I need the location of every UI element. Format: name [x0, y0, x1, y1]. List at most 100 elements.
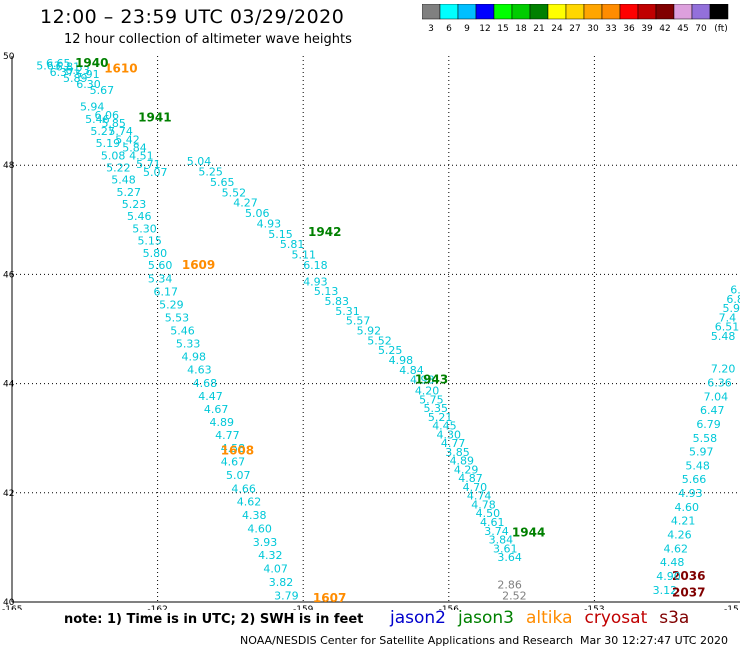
colorbar-tick-label: 12	[479, 24, 490, 34]
wave-height-value: 4.30	[437, 428, 462, 441]
wave-height-value: 5.63	[36, 60, 61, 73]
wave-height-value: 5.89	[63, 72, 88, 85]
wave-height-value: 4.58	[221, 442, 246, 455]
wave-height-value: 5.71	[136, 158, 161, 171]
wave-height-value: 5.23	[122, 198, 147, 211]
wave-height-value: 4.29	[454, 463, 479, 476]
colorbar-tick-label: 33	[605, 24, 616, 34]
wave-height-value: 5.15	[268, 228, 293, 241]
colorbar-tick-label: 39	[641, 24, 653, 34]
wave-height-value: 5.48	[685, 459, 710, 472]
pass-number-label: 1609	[182, 258, 215, 272]
x-tick-label: -15	[724, 605, 739, 610]
wave-height-value: 3.79	[274, 589, 299, 602]
wave-height-value: 4.26	[667, 529, 692, 542]
wave-height-value: 5.31	[335, 305, 360, 318]
wave-height-value: 3.82	[269, 576, 294, 589]
wave-height-value: 5.81	[280, 238, 305, 251]
wave-height-value: 6.23	[65, 64, 90, 77]
credit-timestamp: Mar 30 12:27:47 UTC 2020	[580, 634, 728, 647]
wave-height-value: 6.65	[46, 57, 70, 70]
x-tick-label: -153	[584, 605, 604, 610]
wave-height-value: 5.94	[80, 101, 105, 114]
wave-height-value: 5.46	[85, 113, 110, 126]
wave-height-value: 4.74	[467, 490, 492, 503]
pass-number-label: 1608	[221, 444, 254, 458]
colorbar-tick-label: 18	[515, 24, 527, 34]
wave-height-value: 5.19	[96, 137, 121, 150]
wave-height-value: 5.21	[428, 411, 453, 424]
wave-height-value: 4.68	[193, 377, 218, 390]
satellite-legend: jason2 jason3 altika cryosat s3a	[390, 608, 701, 628]
pass-number-label: 1943	[415, 373, 448, 387]
wave-height-value: 5.9	[723, 302, 740, 315]
wave-height-value: 5.66	[682, 473, 707, 486]
wave-height-value: 5.11	[292, 249, 317, 262]
pass-number-label: 1940	[75, 56, 108, 70]
wave-height-value: 5.35	[424, 402, 449, 415]
wave-height-value: 4.62	[664, 542, 689, 555]
wave-height-value: 5.34	[148, 273, 173, 286]
wave-height-value: 4.67	[221, 456, 246, 469]
wave-height-value: 5.58	[693, 432, 718, 445]
colorbar-tick-label: (ft)	[714, 24, 728, 34]
wave-height-value: 6.51	[715, 321, 740, 334]
legend-altika: altika	[526, 608, 573, 628]
wave-height-value: 4.93	[678, 487, 703, 500]
wave-height-value: 5.15	[137, 235, 162, 248]
colorbar-tick-label: 21	[533, 24, 544, 34]
wave-height-value: 3.12	[653, 584, 678, 597]
wave-height-plot: -165 -162 -159 -156 -153 -154042444648505.636…	[2, 52, 740, 610]
wave-height-value: 4.90	[656, 570, 681, 583]
wave-height-value: 4.20	[415, 385, 440, 398]
wave-height-value: 5.22	[106, 162, 131, 175]
wave-height-value: 4.45	[432, 420, 457, 433]
colorbar: 3 6 9 12 15 18 21 24 27 30 33 36 39 42 45 70 (ft)	[422, 4, 729, 34]
y-tick-label: 44	[3, 380, 15, 390]
wave-height-value: 4.21	[671, 515, 696, 528]
wave-height-value: 4.66	[231, 482, 256, 495]
legend-cryosat: cryosat	[584, 608, 648, 628]
colorbar-tick-label: 45	[677, 24, 688, 34]
colorbar-tick-label: 15	[497, 24, 508, 34]
credit-text: NOAA/NESDIS Center for Satellite Applica…	[240, 634, 574, 647]
wave-height-value: 4.38	[242, 509, 267, 522]
wave-height-value: 5.52	[367, 334, 392, 347]
wave-height-value: 4.27	[233, 197, 258, 210]
wave-height-value: 6.8	[730, 284, 740, 297]
footer-note: note: 1) Time is in UTC; 2) SWH is in fe…	[64, 612, 364, 627]
wave-height-value: 6.37	[50, 66, 75, 79]
wave-height-value: 4.60	[674, 501, 699, 514]
y-tick-label: 48	[3, 161, 15, 171]
pass-number-label: 1610	[104, 61, 137, 75]
wave-height-value: 5.08	[101, 149, 126, 162]
wave-height-value: 5.07	[226, 469, 251, 482]
wave-height-value: 4.93	[303, 275, 328, 288]
colorbar-tick-label: 6	[446, 24, 452, 34]
colorbar-tick-label: 9	[464, 24, 470, 34]
wave-height-value: 6.47	[700, 404, 725, 417]
legend-jason2: jason2	[390, 608, 446, 628]
colorbar-tick-label: 36	[623, 24, 635, 34]
x-tick-label: -162	[147, 605, 167, 610]
wave-height-value: 2.86	[497, 578, 522, 591]
pass-number-label: 1944	[512, 525, 545, 539]
colorbar-tick-label: 30	[587, 24, 599, 34]
wave-height-value: 4.84	[399, 364, 424, 377]
wave-height-value: 4.61	[480, 516, 505, 529]
wave-height-value: 5.74	[108, 125, 133, 138]
wave-height-value: 5.80	[143, 247, 168, 260]
wave-height-value: 5.48	[111, 174, 136, 187]
wave-height-value: 5.57	[346, 315, 371, 328]
wave-height-value: 7.4	[719, 311, 737, 324]
colorbar-tick-label: 70	[695, 24, 707, 34]
wave-height-value: 5.60	[148, 259, 173, 272]
wave-height-value: 4.98	[181, 351, 206, 364]
wave-height-value: 4.60	[247, 522, 271, 535]
wave-height-value: 6.79	[696, 418, 721, 431]
wave-height-value: 2.52	[502, 589, 526, 602]
x-tick-label: -156	[439, 605, 460, 610]
wave-height-value: 5.29	[159, 299, 184, 312]
wave-height-value: 4.63	[187, 364, 212, 377]
wave-height-value: 5.91	[75, 68, 100, 81]
